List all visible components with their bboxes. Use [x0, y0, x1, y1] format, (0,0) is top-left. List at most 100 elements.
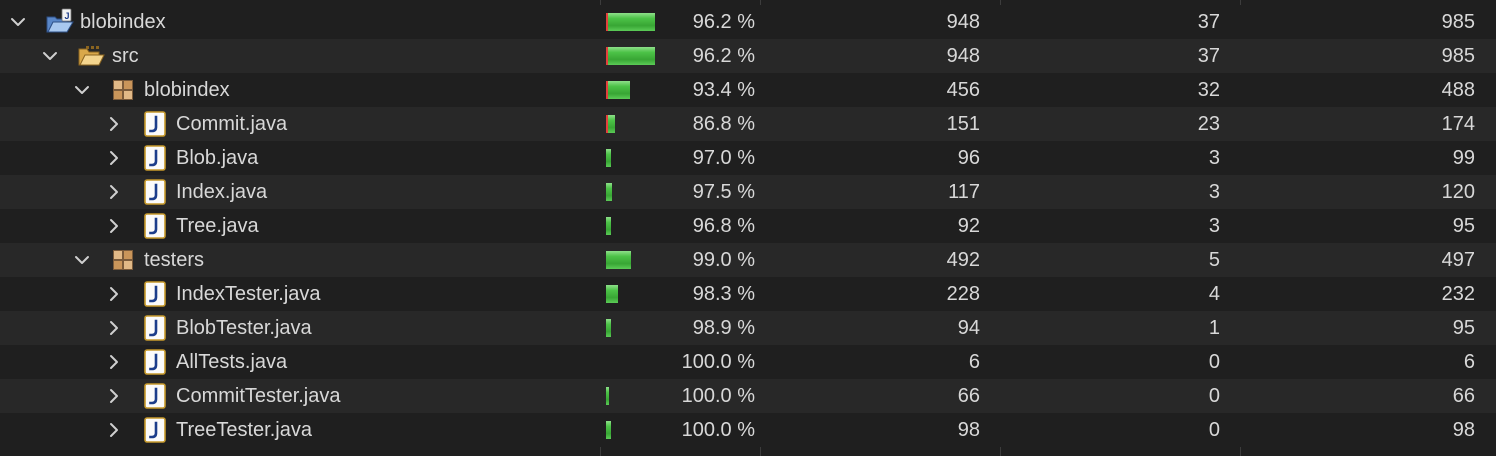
element-name: Blob.java — [176, 147, 259, 169]
element-name: BlobTester.java — [176, 317, 312, 339]
covered-count: 492 — [946, 249, 980, 271]
project-folder-icon: J — [45, 8, 74, 36]
chevron-right-icon[interactable] — [103, 419, 125, 441]
chevron-down-icon[interactable] — [7, 11, 29, 33]
chevron-right-icon[interactable] — [103, 385, 125, 407]
coverage-bar — [606, 387, 609, 405]
coverage-cell: 97.5 % — [601, 175, 761, 209]
coverage-bar — [606, 115, 615, 133]
java-file-icon — [141, 348, 169, 376]
missed-segment — [606, 81, 608, 99]
java-file-icon — [141, 212, 169, 240]
coverage-bar — [606, 251, 631, 269]
chevron-right-icon[interactable] — [103, 215, 125, 237]
chevron-right-icon[interactable] — [103, 147, 125, 169]
tree-row[interactable]: Tree.java 96.8 % 92 3 95 — [0, 209, 1496, 243]
coverage-cell: 98.9 % — [601, 311, 761, 345]
tree-row[interactable]: src 96.2 % 948 37 985 — [0, 39, 1496, 73]
covered-count: 6 — [968, 351, 980, 373]
java-file-icon — [141, 416, 169, 444]
tree-row[interactable]: IndexTester.java 98.3 % 228 4 232 — [0, 277, 1496, 311]
element-name: blobindex — [80, 11, 166, 33]
total-count: 120 — [1441, 181, 1475, 203]
chevron-right-icon[interactable] — [103, 317, 125, 339]
coverage-bar — [606, 149, 611, 167]
coverage-percent: 100.0 % — [681, 419, 755, 441]
coverage-cell: 93.4 % — [601, 73, 761, 107]
covered-count: 92 — [957, 215, 980, 237]
coverage-bar — [606, 81, 630, 99]
coverage-percent: 97.0 % — [692, 147, 755, 169]
element-name: blobindex — [144, 79, 230, 101]
name-cell: AllTests.java — [0, 345, 601, 379]
missed-count: 37 — [1197, 45, 1220, 67]
total-count: 488 — [1441, 79, 1475, 101]
total-count: 174 — [1441, 113, 1475, 135]
name-cell: src — [0, 39, 601, 73]
name-cell: BlobTester.java — [0, 311, 601, 345]
coverage-cell: 86.8 % — [601, 107, 761, 141]
coverage-percent: 99.0 % — [692, 249, 755, 271]
coverage-percent: 96.2 % — [692, 11, 755, 33]
chevron-down-icon[interactable] — [71, 249, 93, 271]
chevron-right-icon[interactable] — [103, 181, 125, 203]
chevron-down-icon[interactable] — [39, 45, 61, 67]
tree-row[interactable]: AllTests.java 100.0 % 6 0 6 — [0, 345, 1496, 379]
missed-count: 3 — [1208, 147, 1220, 169]
element-name: Tree.java — [176, 215, 259, 237]
coverage-percent: 96.8 % — [692, 215, 755, 237]
tree-row[interactable]: Commit.java 86.8 % 151 23 174 — [0, 107, 1496, 141]
element-name: IndexTester.java — [176, 283, 321, 305]
missed-count: 0 — [1208, 419, 1220, 441]
covered-count: 151 — [946, 113, 980, 135]
element-name: CommitTester.java — [176, 385, 341, 407]
name-cell: Blob.java — [0, 141, 601, 175]
coverage-cell: 96.2 % — [601, 5, 761, 39]
covered-count: 948 — [946, 11, 980, 33]
coverage-cell: 99.0 % — [601, 243, 761, 277]
missed-count: 0 — [1208, 351, 1220, 373]
tree-row[interactable]: Blob.java 97.0 % 96 3 99 — [0, 141, 1496, 175]
name-cell: CommitTester.java — [0, 379, 601, 413]
tree-row[interactable]: CommitTester.java 100.0 % 66 0 66 — [0, 379, 1496, 413]
element-name: testers — [144, 249, 205, 271]
total-count: 6 — [1463, 351, 1475, 373]
total-count: 98 — [1452, 419, 1475, 441]
java-file-icon — [141, 110, 169, 138]
missed-segment — [606, 13, 608, 31]
tree-row[interactable]: blobindex 93.4 % 456 32 488 — [0, 73, 1496, 107]
coverage-cell: 100.0 % — [601, 379, 761, 413]
total-count: 232 — [1441, 283, 1475, 305]
tree-row[interactable]: Index.java 97.5 % 117 3 120 — [0, 175, 1496, 209]
coverage-percent: 98.3 % — [692, 283, 755, 305]
total-count: 497 — [1441, 249, 1475, 271]
element-name: AllTests.java — [176, 351, 288, 373]
chevron-right-icon[interactable] — [103, 113, 125, 135]
java-file-icon — [141, 314, 169, 342]
missed-segment — [606, 47, 608, 65]
covered-count: 228 — [946, 283, 980, 305]
total-count: 99 — [1452, 147, 1475, 169]
coverage-cell: 97.0 % — [601, 141, 761, 175]
coverage-bar — [606, 47, 655, 65]
coverage-bar — [606, 421, 611, 439]
coverage-percent: 93.4 % — [692, 79, 755, 101]
tree-row[interactable]: BlobTester.java 98.9 % 94 1 95 — [0, 311, 1496, 345]
name-cell: Index.java — [0, 175, 601, 209]
coverage-percent: 100.0 % — [681, 351, 755, 373]
chevron-right-icon[interactable] — [103, 351, 125, 373]
total-count: 985 — [1441, 45, 1475, 67]
tree-row[interactable]: testers 99.0 % 492 5 497 — [0, 243, 1496, 277]
missed-count: 32 — [1197, 79, 1220, 101]
coverage-bar — [606, 285, 618, 303]
coverage-percent: 97.5 % — [692, 181, 755, 203]
tree-row[interactable]: TreeTester.java 100.0 % 98 0 98 — [0, 413, 1496, 447]
package-icon — [109, 76, 137, 104]
chevron-right-icon[interactable] — [103, 283, 125, 305]
missed-count: 37 — [1197, 11, 1220, 33]
chevron-down-icon[interactable] — [71, 79, 93, 101]
coverage-bar — [606, 217, 611, 235]
missed-count: 3 — [1208, 181, 1220, 203]
